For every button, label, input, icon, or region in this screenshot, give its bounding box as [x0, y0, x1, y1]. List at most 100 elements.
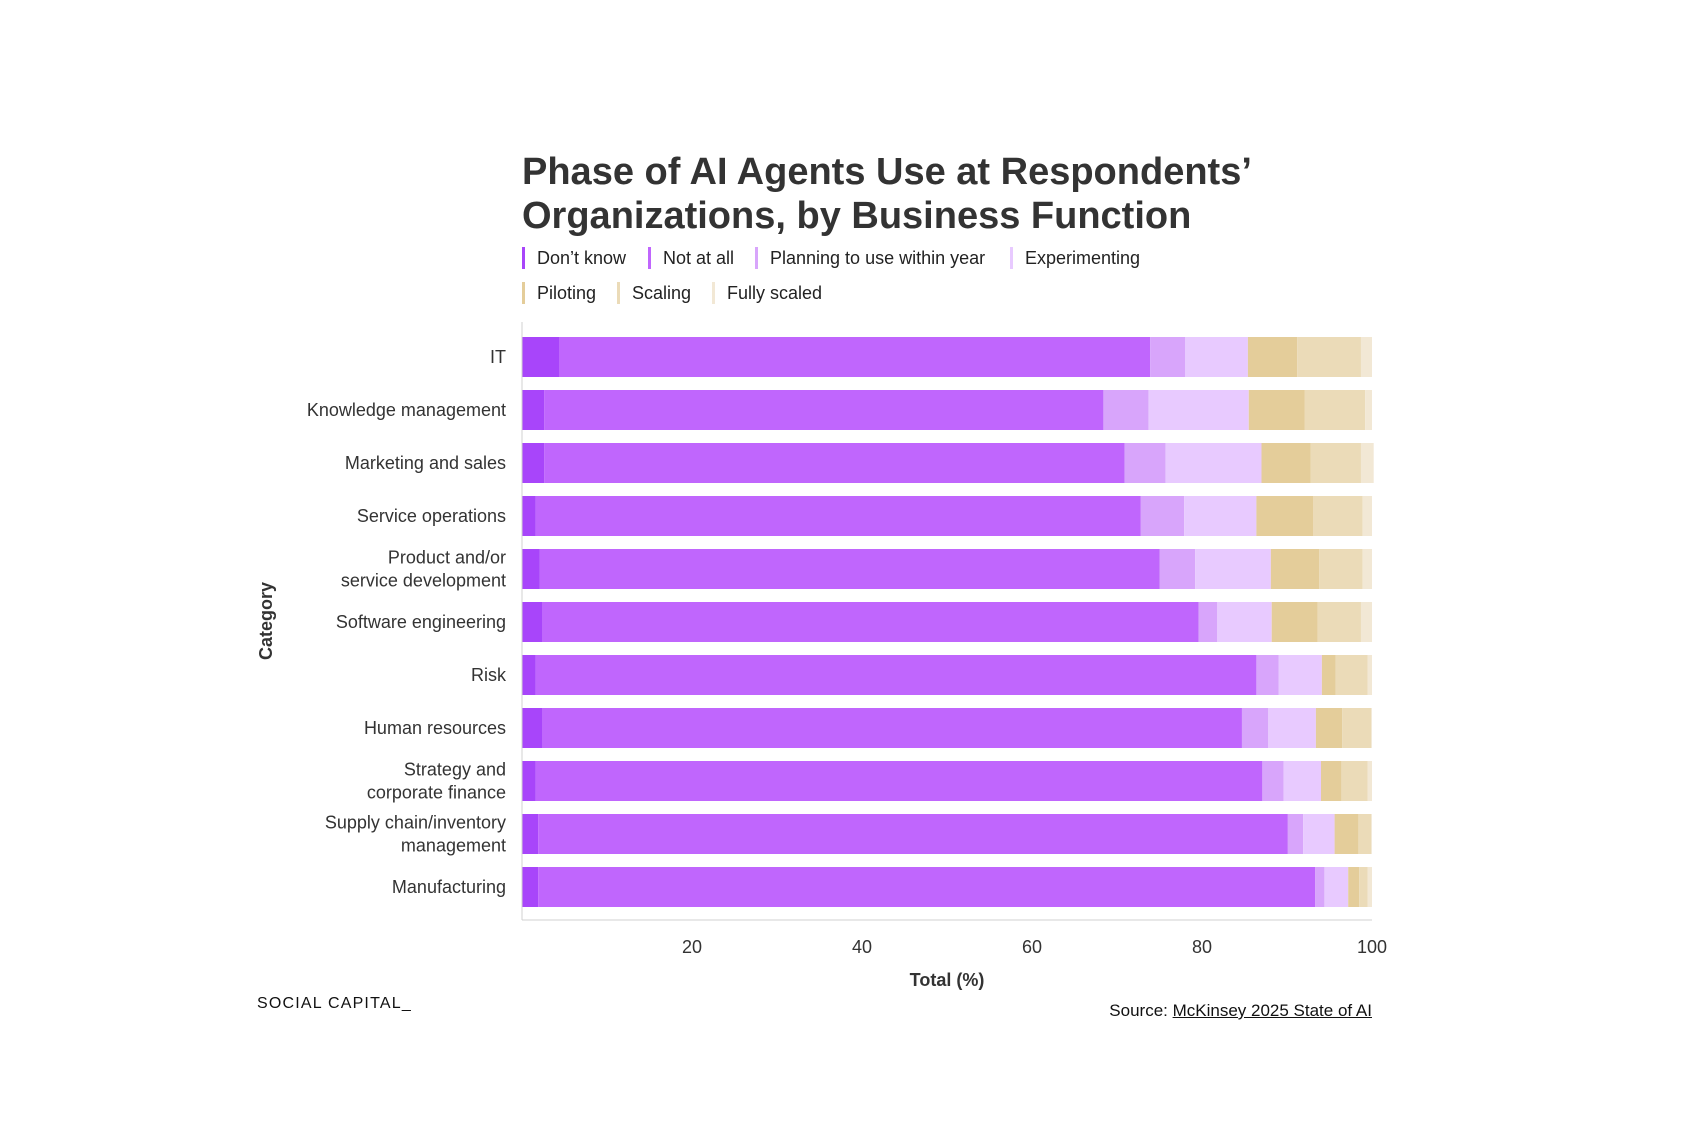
x-tick-label: 60 — [1022, 937, 1042, 957]
category-label: Product and/or service development — [341, 548, 506, 591]
legend-swatch — [712, 282, 715, 304]
legend-item-fully-scaled[interactable]: Fully scaled — [712, 280, 822, 306]
category-label: Manufacturing — [392, 877, 506, 897]
bar-segment — [522, 443, 545, 483]
bar-segment — [1371, 708, 1372, 748]
legend-swatch — [1010, 247, 1013, 269]
bar-segment — [542, 602, 1199, 642]
category-label: Knowledge management — [307, 400, 506, 420]
bar-segment — [542, 708, 1242, 748]
bar-segment — [1315, 708, 1343, 748]
bar-segment — [539, 549, 1160, 589]
bar-segment — [535, 655, 1257, 695]
legend-label: Experimenting — [1025, 247, 1141, 268]
bar-segment — [1124, 443, 1166, 483]
bar-segment — [1198, 602, 1218, 642]
bar-segment — [1359, 867, 1368, 907]
bar-segment — [522, 390, 545, 430]
bar-segment — [1184, 496, 1257, 536]
bar-segment — [559, 337, 1151, 377]
y-axis-label: Category — [256, 582, 276, 660]
category-label: Service operations — [357, 506, 506, 526]
bar-segment — [1362, 496, 1372, 536]
legend-label: Not at all — [663, 247, 735, 268]
legend-item-piloting[interactable]: Piloting — [522, 280, 596, 306]
x-axis-label: Total (%) — [910, 970, 985, 990]
bar-segment — [1360, 602, 1372, 642]
category-label: Human resources — [364, 718, 506, 738]
bar-segment — [1248, 390, 1305, 430]
bar-segment — [522, 655, 536, 695]
bar-segment — [1313, 496, 1363, 536]
bar-segment — [538, 814, 1288, 854]
bar-segment — [1297, 337, 1361, 377]
legend-swatch — [522, 282, 525, 304]
legend-item-scaling[interactable]: Scaling — [617, 280, 691, 306]
category-labels: IT Knowledge management Marketing and sale… — [307, 347, 507, 897]
bar-segment — [1261, 443, 1311, 483]
legend-item-not-at-all[interactable]: Not at all — [648, 245, 734, 271]
bar-segment — [1358, 814, 1372, 854]
bar-segment — [1262, 761, 1284, 801]
category-label: Supply chain/inventory management — [325, 813, 506, 856]
bar-segment — [1304, 390, 1366, 430]
legend-item-dont-know[interactable]: Don’t know — [522, 245, 626, 271]
x-tick-label: 20 — [682, 937, 702, 957]
bar-segment — [1360, 337, 1372, 377]
source-link[interactable]: McKinsey 2025 State of AI — [1172, 1001, 1372, 1020]
bar-segment — [1315, 867, 1325, 907]
bar-segment — [1283, 761, 1321, 801]
bar-segment — [535, 496, 1141, 536]
legend-label: Fully scaled — [727, 282, 823, 303]
category-label: Marketing and sales — [345, 453, 506, 473]
bar-segment — [1271, 602, 1318, 642]
bar-segment — [1247, 337, 1298, 377]
bar-segment — [1317, 602, 1361, 642]
brand-logo: SOCIAL CAPITAL_ — [257, 995, 412, 1012]
bar-segment — [1360, 443, 1374, 483]
bar-segment — [1159, 549, 1196, 589]
bar-segment — [1365, 390, 1372, 430]
bar-segment — [1140, 496, 1185, 536]
bar-segment — [1148, 390, 1249, 430]
bar-segment — [1362, 549, 1372, 589]
bar-segment — [522, 337, 560, 377]
bar-segment — [522, 814, 539, 854]
source-prefix: Source: — [1109, 1001, 1173, 1020]
x-tick-label: 80 — [1192, 937, 1212, 957]
bar-segment — [1310, 443, 1361, 483]
bar-segment — [1367, 761, 1372, 801]
bar-segment — [522, 761, 536, 801]
source-note: Source: McKinsey 2025 State of AI — [1109, 1001, 1372, 1021]
x-tick-label: 40 — [852, 937, 872, 957]
legend-item-planning[interactable]: Planning to use within year — [755, 245, 985, 271]
bar-segment — [1256, 655, 1279, 695]
bar-segment — [1371, 814, 1372, 854]
bar-segment — [1321, 761, 1342, 801]
bar-segment — [1278, 655, 1322, 695]
legend-label: Scaling — [632, 282, 692, 303]
category-label: Risk — [471, 665, 507, 685]
bar-segment — [1150, 337, 1185, 377]
bar-segment — [544, 390, 1104, 430]
legend-item-experimenting[interactable]: Experimenting — [1010, 245, 1140, 271]
bar-segment — [522, 549, 540, 589]
bar-segment — [1256, 496, 1314, 536]
bar-segment — [1342, 708, 1372, 748]
bar-segment — [1165, 443, 1262, 483]
bar-segment — [544, 443, 1125, 483]
legend-label: Don’t know — [537, 247, 627, 268]
bar-segment — [1241, 708, 1269, 748]
bar-segment — [1270, 549, 1320, 589]
bars-group — [522, 337, 1374, 907]
bar-segment — [1367, 867, 1372, 907]
bar-segment — [1303, 814, 1335, 854]
bar-segment — [1367, 655, 1372, 695]
bar-segment — [538, 867, 1316, 907]
bar-segment — [1217, 602, 1272, 642]
chart-title: Phase of AI Agents Use at Respondents’ O… — [522, 151, 1250, 237]
bar-segment — [1185, 337, 1248, 377]
category-label: IT — [490, 347, 506, 367]
bar-segment — [522, 708, 543, 748]
